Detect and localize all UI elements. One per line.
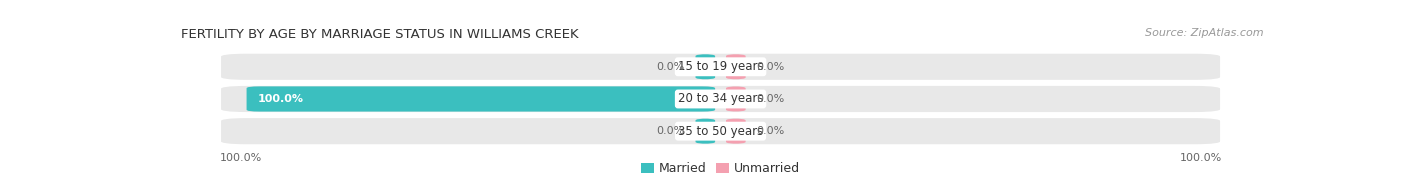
FancyBboxPatch shape	[725, 86, 745, 112]
Text: Source: ZipAtlas.com: Source: ZipAtlas.com	[1144, 28, 1263, 38]
Text: 100.0%: 100.0%	[219, 153, 262, 163]
FancyBboxPatch shape	[219, 84, 1222, 114]
FancyBboxPatch shape	[696, 119, 716, 144]
Text: 0.0%: 0.0%	[657, 126, 685, 136]
FancyBboxPatch shape	[246, 86, 716, 112]
Text: FERTILITY BY AGE BY MARRIAGE STATUS IN WILLIAMS CREEK: FERTILITY BY AGE BY MARRIAGE STATUS IN W…	[181, 28, 579, 41]
Text: 0.0%: 0.0%	[657, 62, 685, 72]
FancyBboxPatch shape	[725, 54, 745, 79]
FancyBboxPatch shape	[219, 52, 1222, 82]
Text: 15 to 19 years: 15 to 19 years	[678, 60, 763, 73]
Text: 35 to 50 years: 35 to 50 years	[678, 125, 763, 138]
Legend: Married, Unmarried: Married, Unmarried	[636, 157, 806, 180]
Text: 0.0%: 0.0%	[756, 126, 785, 136]
Text: 0.0%: 0.0%	[756, 62, 785, 72]
Text: 0.0%: 0.0%	[756, 94, 785, 104]
Text: 100.0%: 100.0%	[257, 94, 304, 104]
FancyBboxPatch shape	[725, 119, 745, 144]
Text: 20 to 34 years: 20 to 34 years	[678, 93, 763, 105]
Text: 100.0%: 100.0%	[1180, 153, 1222, 163]
FancyBboxPatch shape	[696, 54, 716, 79]
FancyBboxPatch shape	[219, 116, 1222, 146]
